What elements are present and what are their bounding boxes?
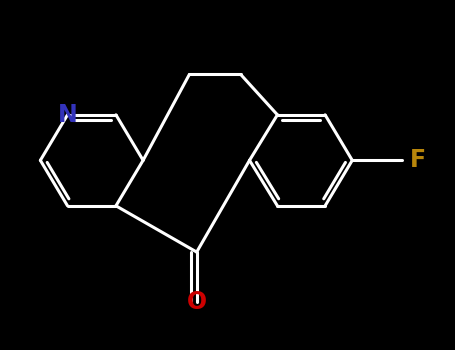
Text: O: O [187,290,207,314]
Text: F: F [410,148,426,172]
Text: N: N [58,103,77,127]
